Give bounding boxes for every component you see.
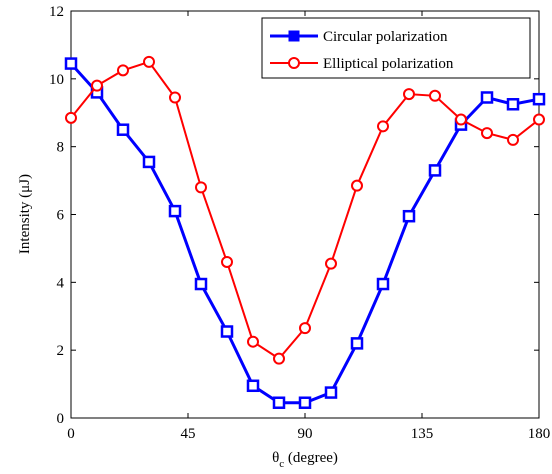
data-point [455, 113, 467, 126]
y-tick-label: 0 [57, 411, 65, 427]
data-point [247, 335, 259, 348]
data-point [220, 325, 234, 338]
data-point [272, 396, 286, 409]
legend-entry-circular: Circular polarization [270, 29, 448, 45]
legend: Circular polarization Elliptical polariz… [261, 17, 531, 79]
data-point [532, 92, 546, 106]
data-point [376, 277, 390, 291]
legend-label-elliptical: Elliptical polarization [323, 56, 454, 72]
data-point [480, 91, 494, 104]
series-layer [64, 55, 546, 409]
y-tick-label: 4 [57, 275, 65, 291]
y-tick-label: 8 [57, 140, 65, 156]
data-point [350, 337, 364, 350]
data-point [429, 89, 441, 102]
x-tick-label: 180 [528, 426, 551, 442]
x-axis-label: θc (degree) [272, 450, 338, 470]
data-point [533, 113, 545, 126]
data-point [273, 352, 285, 365]
data-point [377, 120, 389, 133]
data-point [351, 179, 363, 192]
plot-area [70, 10, 540, 419]
y-tick-label: 12 [49, 4, 64, 20]
data-point [481, 127, 493, 140]
data-point [246, 379, 260, 393]
data-point [194, 277, 208, 291]
legend-box [261, 17, 531, 79]
legend-label-circular: Circular polarization [323, 29, 448, 45]
data-point [169, 91, 181, 104]
data-point [64, 57, 78, 70]
data-point [116, 123, 130, 136]
x-axis-label-symbol: θ [272, 450, 279, 466]
series-elliptical [65, 55, 545, 365]
legend-entry-elliptical: Elliptical polarization [270, 56, 454, 72]
x-axis-label-subscript: c [279, 458, 284, 470]
data-point [428, 164, 442, 177]
y-tick-label: 2 [57, 343, 65, 359]
data-point [195, 181, 207, 194]
data-point [507, 133, 519, 146]
x-axis-label-unit: (degree) [284, 450, 338, 466]
x-tick-label: 135 [411, 426, 434, 442]
y-axis-label: Intensity (μJ) [17, 174, 33, 254]
data-point [221, 255, 233, 268]
data-point [91, 79, 103, 92]
data-point [506, 98, 520, 111]
data-point [298, 396, 312, 409]
data-point [143, 55, 155, 68]
data-point [117, 64, 129, 77]
legend-marker-elliptical [288, 57, 300, 69]
axis-ticks: 0 45 90 135 180 0 2 4 6 8 10 12 [49, 4, 550, 442]
data-point [168, 204, 182, 218]
data-point [299, 322, 311, 335]
data-point [403, 88, 415, 101]
data-point [402, 209, 416, 223]
data-point [324, 386, 338, 399]
y-tick-label: 6 [57, 208, 65, 224]
x-tick-label: 90 [298, 426, 313, 442]
data-point [325, 257, 337, 270]
x-tick-label: 45 [181, 426, 196, 442]
data-point [65, 111, 77, 124]
x-tick-label: 0 [67, 426, 75, 442]
data-point [142, 155, 156, 169]
legend-marker-circular [288, 30, 300, 42]
y-tick-label: 10 [49, 72, 64, 88]
